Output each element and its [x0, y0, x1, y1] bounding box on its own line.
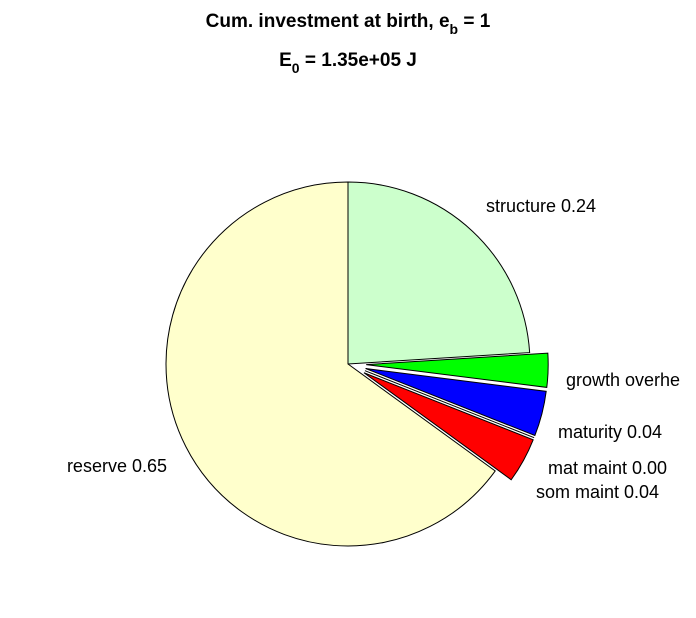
slice-label: reserve 0.65 [67, 456, 167, 476]
slice-label: growth overhe [566, 370, 680, 390]
chart-title: Cum. investment at birth, eb = 1 [206, 11, 491, 37]
subtitle-subscript: 0 [292, 60, 300, 76]
slice-label: structure 0.24 [486, 196, 596, 216]
title-part: = 1 [458, 11, 491, 32]
title-subscript: b [450, 21, 459, 37]
slice-label: mat maint 0.00 [548, 458, 667, 478]
pie-slice [165, 181, 496, 547]
slice-label: maturity 0.04 [558, 422, 662, 442]
pie-slice [364, 370, 535, 439]
subtitle-part: = 1.35e+05 J [300, 50, 417, 71]
pie-slice [347, 181, 531, 365]
title-part: Cum. investment at birth, e [206, 11, 450, 32]
pie-slice [366, 352, 549, 388]
pie-slice [363, 372, 534, 481]
subtitle-part: E [279, 50, 292, 71]
slice-label: som maint 0.04 [536, 482, 659, 502]
pie-slice [365, 368, 547, 437]
chart-subtitle: E0 = 1.35e+05 J [279, 50, 417, 76]
